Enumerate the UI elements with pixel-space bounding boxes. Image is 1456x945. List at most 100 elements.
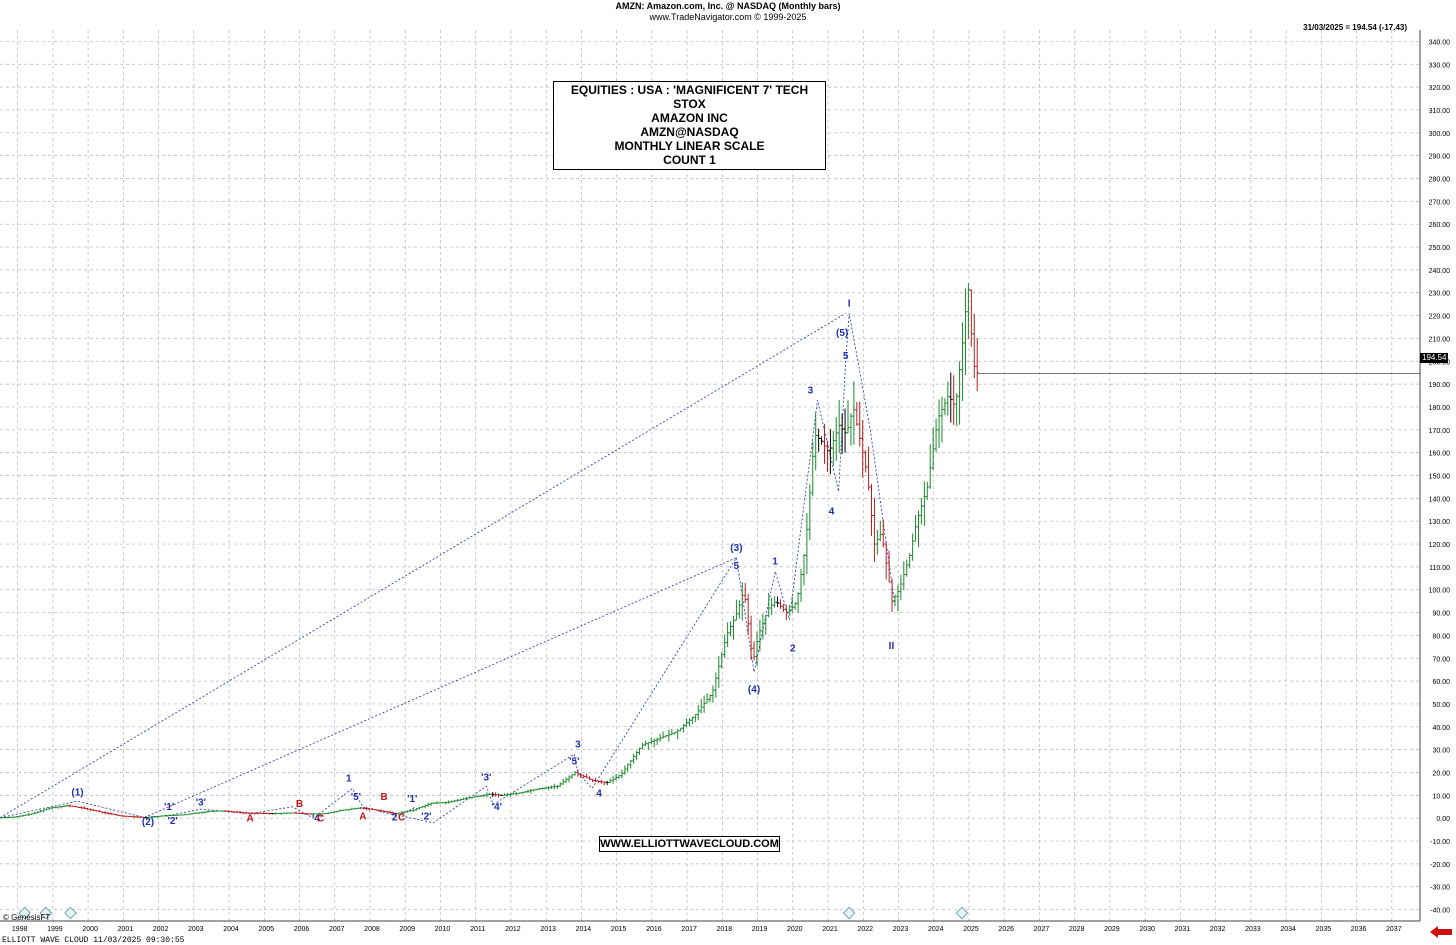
x-tick-label: 2026: [998, 926, 1014, 933]
x-tick-label: 2028: [1069, 926, 1085, 933]
y-tick-label: 290.00: [1429, 154, 1451, 161]
last-close-readout: 31/03/2025 = 194.54 (-17.43): [1303, 23, 1407, 32]
x-tick-label: 2012: [505, 926, 521, 933]
wave-label: 5: [843, 351, 849, 362]
x-tick-label: 2027: [1034, 926, 1050, 933]
wave-label: A: [247, 814, 254, 825]
x-tick-label: 2003: [188, 926, 204, 933]
wave-label: (3): [730, 543, 742, 554]
y-tick-label: 260.00: [1429, 222, 1451, 229]
y-tick-label: 150.00: [1429, 474, 1451, 481]
info-line-count: COUNT 1: [663, 153, 716, 167]
x-tick-label: 2025: [963, 926, 979, 933]
wave-label: 3: [808, 385, 814, 396]
x-tick-label: 1999: [47, 926, 63, 933]
y-tick-label: 120.00: [1429, 542, 1451, 549]
x-tick-label: 2013: [540, 926, 556, 933]
y-tick-label: 110.00: [1429, 565, 1450, 572]
wave-label: A: [359, 811, 366, 822]
y-tick-label: 240.00: [1429, 268, 1451, 275]
x-tick-label: 2009: [399, 926, 415, 933]
x-tick-label: 2000: [82, 926, 98, 933]
chart-info-box: EQUITIES : USA : 'MAGNIFICENT 7' TECH ST…: [553, 81, 826, 170]
y-tick-label: 220.00: [1429, 314, 1451, 321]
x-tick-label: 2017: [681, 926, 697, 933]
wave-label: (2): [142, 817, 154, 828]
wave-label: 3: [575, 739, 581, 750]
x-tick-label: 2014: [576, 926, 592, 933]
x-tick-label: 2022: [857, 926, 873, 933]
y-tick-label: 160.00: [1429, 451, 1451, 458]
y-tick-label: 250.00: [1429, 245, 1451, 252]
event-marker-icon: [842, 906, 856, 920]
y-tick-label: 330.00: [1429, 62, 1451, 69]
x-tick-label: 2002: [153, 926, 169, 933]
info-line-ticker: AMZN@NASDAQ: [640, 125, 739, 139]
x-tick-label: 2010: [435, 926, 451, 933]
y-tick-label: -20.00: [1430, 862, 1450, 869]
wave-label: '5': [351, 792, 361, 803]
y-tick-label: 80.00: [1432, 633, 1450, 640]
wave-label: '2': [167, 816, 177, 827]
y-tick-label: 230.00: [1429, 291, 1451, 298]
scroll-left-arrow-icon[interactable]: [1430, 926, 1452, 938]
y-tick-label: 90.00: [1432, 611, 1450, 618]
wave-label: '3': [481, 772, 491, 783]
wave-label: B: [296, 799, 303, 810]
y-tick-label: 30.00: [1432, 748, 1450, 755]
x-tick-label: 2021: [822, 926, 838, 933]
y-tick-label: 310.00: [1429, 108, 1451, 115]
y-tick-label: 130.00: [1429, 519, 1451, 526]
y-tick-label: 180.00: [1429, 405, 1451, 412]
wave-line: [0, 312, 846, 819]
footer-timestamp: ELLIOTT WAVE CLOUD 11/03/2025 09:30:55: [2, 936, 185, 945]
x-tick-label: 2036: [1351, 926, 1367, 933]
x-tick-label: 2015: [611, 926, 627, 933]
x-tick-label: 2030: [1139, 926, 1155, 933]
wave-label: '1': [407, 794, 417, 805]
wave-label: 4: [596, 788, 602, 799]
y-tick-label: -30.00: [1430, 885, 1450, 892]
wave-label: 1: [772, 557, 778, 568]
y-tick-label: 210.00: [1429, 336, 1451, 343]
wave-label: '2': [421, 811, 431, 822]
wave-label: '4': [312, 814, 322, 825]
event-marker-icon: [39, 906, 53, 920]
x-tick-label: 1998: [12, 926, 28, 933]
x-tick-label: 2024: [928, 926, 944, 933]
y-tick-label: 60.00: [1432, 679, 1450, 686]
y-tick-label: 320.00: [1429, 85, 1451, 92]
x-tick-label: 2011: [470, 926, 485, 933]
copyright-label: © GenesisFT: [3, 913, 51, 922]
x-tick-label: 2033: [1245, 926, 1261, 933]
info-line-scale: MONTHLY LINEAR SCALE: [614, 139, 765, 153]
event-marker-icon: [18, 906, 31, 920]
chart-subtitle: www.TradeNavigator.com © 1999-2025: [649, 12, 807, 22]
y-tick-label: -40.00: [1430, 908, 1450, 915]
y-tick-label: 140.00: [1429, 496, 1451, 503]
wave-label: C: [317, 814, 324, 825]
x-tick-label: 2007: [329, 926, 345, 933]
y-tick-label: -10.00: [1430, 839, 1450, 846]
x-tick-label: 2005: [258, 926, 274, 933]
y-tick-label: 50.00: [1432, 702, 1450, 709]
x-tick-label: 2006: [294, 926, 310, 933]
wave-label: 5: [734, 561, 740, 572]
wave-label: I: [848, 298, 851, 309]
y-tick-label: 280.00: [1429, 177, 1451, 184]
event-marker-icon: [955, 906, 969, 920]
x-tick-label: 2019: [752, 926, 768, 933]
x-tick-label: 2034: [1280, 926, 1296, 933]
wave-label: 4: [829, 506, 835, 517]
info-line-category: EQUITIES : USA : 'MAGNIFICENT 7' TECH ST…: [570, 83, 809, 111]
y-tick-label: 190.00: [1429, 382, 1451, 389]
wave-label: '3': [196, 798, 206, 809]
wave-label: '5': [569, 757, 579, 768]
event-marker-icon: [64, 906, 77, 920]
wave-label: '1': [164, 802, 174, 813]
x-tick-label: 2029: [1104, 926, 1120, 933]
wave-line: [0, 800, 145, 819]
x-tick-label: 2001: [118, 926, 134, 933]
y-tick-label: 170.00: [1429, 428, 1451, 435]
wave-line: [144, 787, 416, 819]
